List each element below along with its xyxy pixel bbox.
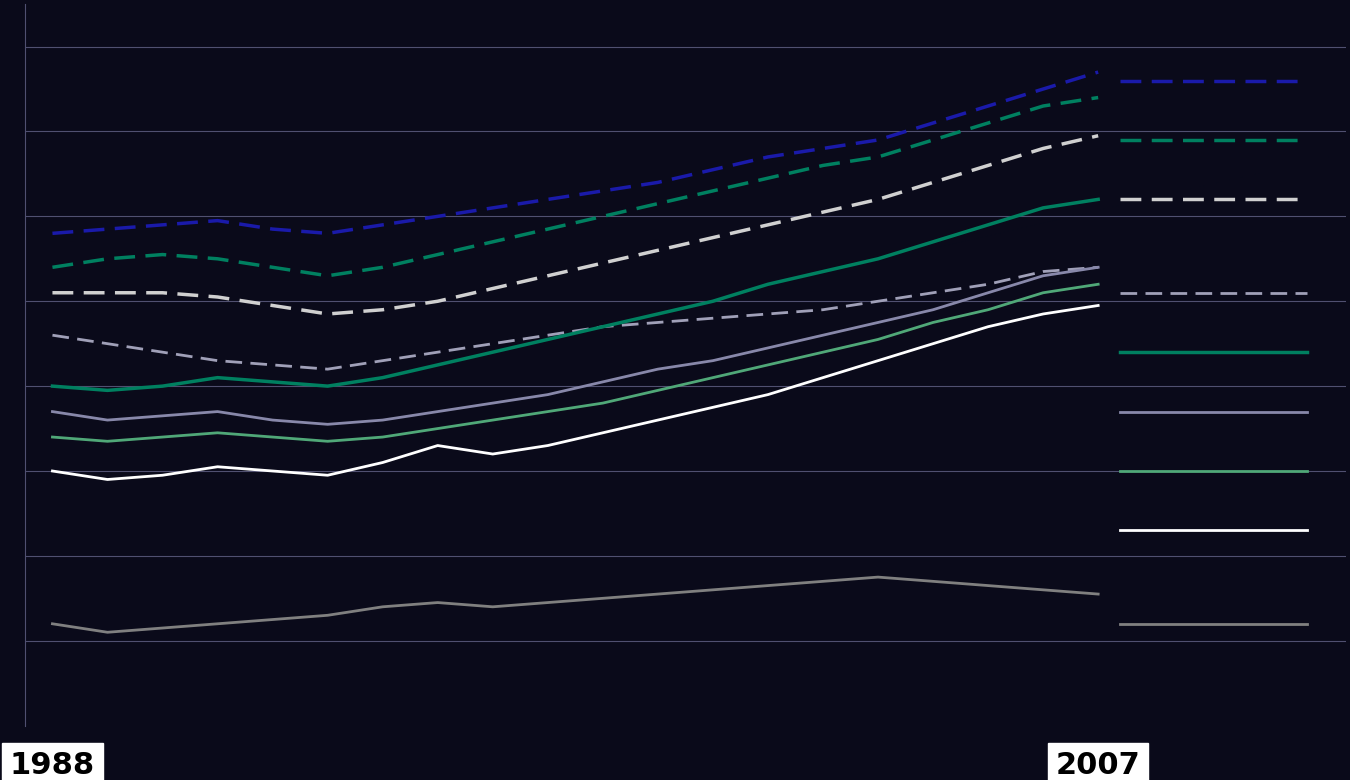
Text: 2007: 2007 [1056, 751, 1141, 780]
Text: 1988: 1988 [9, 751, 94, 780]
